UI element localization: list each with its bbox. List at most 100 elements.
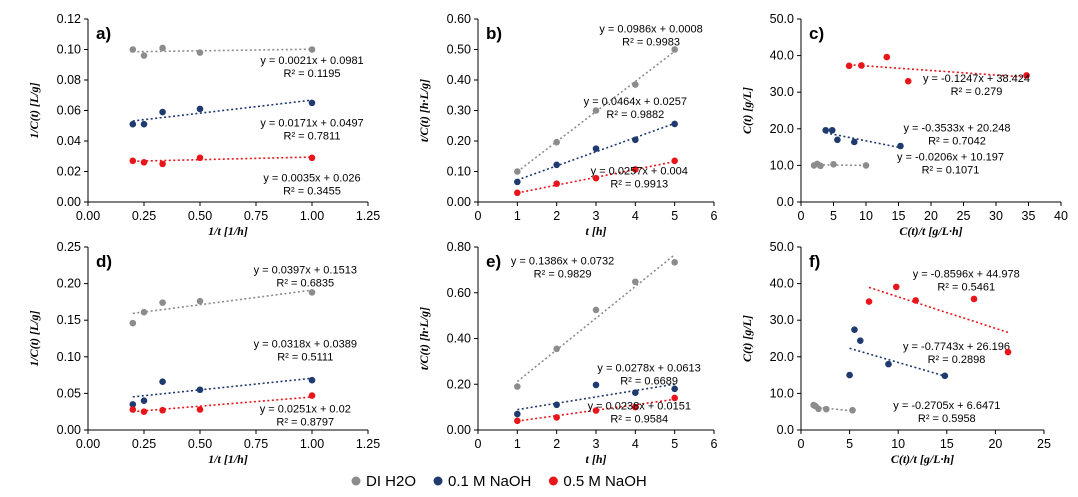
data-point-di-h2o bbox=[129, 46, 137, 53]
x-tick-label: 0 bbox=[798, 209, 805, 223]
data-point-0-1-m-naoh bbox=[592, 381, 600, 389]
trend-equation: y = -0.0206x + 10.197 bbox=[897, 152, 1004, 164]
data-point-di-h2o bbox=[140, 308, 148, 316]
trend-r-squared: R² = 0.1195 bbox=[284, 68, 341, 80]
data-point-di-h2o bbox=[159, 299, 166, 306]
data-point-0-1-m-naoh bbox=[851, 326, 858, 334]
trendline-0-1-m-naoh bbox=[132, 99, 313, 122]
data-point-0-1-m-naoh bbox=[834, 136, 841, 144]
y-tick-label: 30.0 bbox=[770, 85, 794, 99]
trend-r-squared: R² = 0.7042 bbox=[928, 135, 986, 147]
y-tick-label: 0.20 bbox=[447, 134, 471, 148]
data-point-di-h2o bbox=[514, 383, 521, 390]
trend-r-squared: R² = 0.1071 bbox=[922, 165, 980, 177]
data-point-0-1-m-naoh bbox=[897, 142, 904, 150]
trend-equation: y = 0.0035x + 0.026 bbox=[263, 172, 360, 184]
x-tick-label: 35 bbox=[1022, 209, 1036, 223]
panel-f-label: f) bbox=[809, 252, 820, 271]
y-tick-label: 0.00 bbox=[447, 423, 471, 437]
data-point-di-h2o bbox=[671, 259, 678, 266]
data-point-0-1-m-naoh bbox=[671, 385, 678, 393]
data-point-0-1-m-naoh bbox=[851, 138, 858, 146]
panel-b-x-axis-label: t [h] bbox=[586, 224, 607, 238]
legend: DI H2O 0.1 M NaOH 0.5 M NaOH bbox=[351, 473, 647, 490]
data-point-0-1-m-naoh bbox=[308, 99, 316, 107]
data-point-0-5-m-naoh bbox=[514, 417, 521, 425]
legend-item-0-1-m-naoh: 0.1 M NaOH bbox=[433, 473, 531, 490]
trend-r-squared: R² = 0.3455 bbox=[283, 185, 341, 197]
trend-equation: y = 0.0238x + 0.0151 bbox=[588, 400, 691, 412]
legend-marker bbox=[351, 476, 361, 486]
data-point-0-5-m-naoh bbox=[845, 62, 853, 70]
y-tick-label: 0.08 bbox=[57, 73, 81, 87]
trendline-0-1-m-naoh bbox=[517, 122, 675, 181]
panel-d-label: d) bbox=[96, 252, 112, 271]
x-tick-label: 0 bbox=[475, 209, 482, 223]
data-point-0-5-m-naoh bbox=[632, 403, 639, 411]
x-tick-label: 6 bbox=[711, 209, 718, 223]
x-tick-label: 1 bbox=[514, 209, 521, 223]
data-point-0-1-m-naoh bbox=[140, 120, 148, 128]
data-point-0-5-m-naoh bbox=[140, 408, 148, 416]
x-tick-label: 0.25 bbox=[132, 209, 156, 223]
data-point-0-5-m-naoh bbox=[159, 160, 166, 168]
panel-b-label: b) bbox=[486, 24, 502, 43]
trendline-0-1-m-naoh bbox=[132, 377, 313, 398]
trend-r-squared: R² = 0.9983 bbox=[622, 37, 680, 49]
x-tick-label: 15 bbox=[892, 209, 906, 223]
x-tick-label: 0.50 bbox=[188, 437, 212, 451]
trend-equation: y = 0.0318x + 0.0389 bbox=[254, 338, 357, 350]
panel-d-y-axis-label: 1/C(t) [L/g] bbox=[27, 310, 41, 366]
y-tick-label: 0.10 bbox=[57, 350, 81, 364]
x-tick-label: 4 bbox=[632, 437, 639, 451]
y-tick-label: 0.00 bbox=[447, 195, 471, 209]
panel-e-label: e) bbox=[486, 252, 501, 271]
trendline-0-5-m-naoh bbox=[868, 286, 1009, 334]
y-tick-label: 0.0 bbox=[777, 195, 794, 209]
trend-equation: y = -0.1247x + 38.424 bbox=[923, 73, 1030, 85]
x-tick-label: 5 bbox=[671, 209, 678, 223]
y-tick-label: 0.25 bbox=[57, 240, 81, 254]
panel-b-y-axis-label: t/C(t) [h·L/g] bbox=[417, 79, 431, 142]
data-point-di-h2o bbox=[553, 345, 560, 353]
panel-c-label: c) bbox=[809, 24, 824, 43]
data-point-0-1-m-naoh bbox=[196, 105, 204, 113]
trend-equation: y = 0.0251x + 0.02 bbox=[260, 403, 351, 415]
x-tick-label: 1.25 bbox=[356, 437, 380, 451]
y-tick-label: 40.0 bbox=[770, 277, 794, 291]
legend-marker bbox=[548, 476, 558, 486]
trend-equation: y = 0.0021x + 0.0981 bbox=[260, 55, 363, 67]
panel-a: 0.00 0.02 0.04 0.06 0.08 0.10 0.12 0.00 0.25 0.50… bbox=[27, 12, 380, 238]
y-tick-label: 0.15 bbox=[57, 313, 81, 327]
panel-f-x-axis-label: C(t)/t [g/L·h] bbox=[891, 452, 954, 466]
y-tick-label: 0.00 bbox=[57, 423, 81, 437]
x-tick-label: 2 bbox=[553, 437, 560, 451]
data-point-0-5-m-naoh bbox=[904, 77, 912, 85]
legend-item-0-5-m-naoh: 0.5 M NaOH bbox=[548, 473, 647, 490]
trendline-0-1-m-naoh bbox=[849, 347, 946, 377]
data-point-0-5-m-naoh bbox=[883, 53, 891, 61]
trend-r-squared: R² = 0.9829 bbox=[534, 268, 592, 280]
data-point-0-1-m-naoh bbox=[514, 178, 521, 186]
data-point-0-5-m-naoh bbox=[514, 189, 521, 197]
y-tick-label: 0.10 bbox=[447, 165, 471, 179]
panel-e-x-axis-label: t [h] bbox=[586, 452, 607, 466]
y-tick-label: 30.0 bbox=[770, 313, 794, 327]
trend-r-squared: R² = 0.5111 bbox=[277, 351, 333, 363]
trend-equation: y = -0.2705x + 6.6471 bbox=[893, 400, 1000, 412]
data-point-di-h2o bbox=[514, 168, 521, 175]
y-tick-label: 0.60 bbox=[447, 12, 471, 26]
data-point-di-h2o bbox=[849, 406, 856, 414]
y-tick-label: 10.0 bbox=[770, 386, 794, 400]
y-tick-label: 0.02 bbox=[57, 165, 81, 179]
y-tick-label: 0.04 bbox=[57, 134, 81, 148]
data-point-di-h2o bbox=[159, 44, 166, 52]
